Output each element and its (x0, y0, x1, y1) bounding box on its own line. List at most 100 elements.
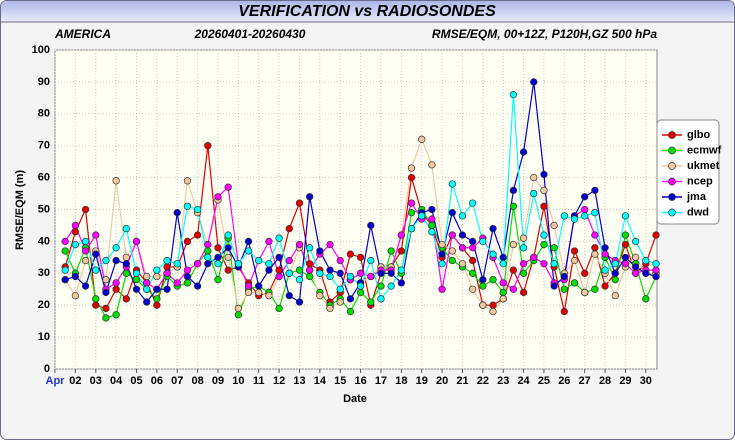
data-point (591, 244, 599, 252)
data-point (316, 291, 324, 300)
data-point (306, 266, 314, 274)
data-point (570, 215, 579, 223)
data-point (540, 186, 548, 195)
data-point (468, 285, 477, 293)
data-point (479, 276, 487, 284)
data-point (306, 244, 314, 252)
data-point (61, 266, 69, 274)
y-tick-label: 30 (38, 267, 50, 279)
data-point (224, 244, 232, 252)
y-tick-label: 100 (32, 44, 50, 56)
data-point (407, 199, 416, 207)
x-tick-label: 19 (416, 375, 428, 387)
data-point (143, 279, 151, 287)
data-point (509, 285, 518, 293)
data-point (377, 295, 385, 303)
data-point (479, 301, 487, 309)
data-point (112, 311, 120, 319)
data-point (438, 260, 446, 268)
data-point (540, 260, 548, 268)
data-point (346, 295, 355, 303)
data-point (224, 253, 232, 262)
y-tick-label: 40 (38, 235, 50, 247)
data-point (265, 266, 273, 274)
data-point (275, 234, 283, 242)
data-point (611, 276, 619, 284)
data-point (183, 237, 192, 246)
data-point (377, 269, 385, 277)
y-tick-label: 0 (44, 363, 50, 375)
data-point (621, 212, 630, 220)
data-point (631, 263, 640, 271)
data-point (244, 247, 253, 255)
data-point (153, 266, 161, 274)
data-point (499, 253, 507, 262)
data-point (479, 282, 487, 290)
data-point (295, 266, 304, 274)
x-tick-label: 26 (558, 375, 570, 387)
data-point (204, 240, 212, 249)
legend-label: dwd (687, 206, 709, 218)
data-point (550, 260, 558, 268)
data-point (489, 276, 497, 284)
x-tick-label: Apr (46, 375, 66, 387)
data-point (418, 135, 426, 143)
data-point (71, 221, 80, 230)
data-point (540, 231, 548, 239)
data-point (407, 164, 416, 172)
data-point (591, 285, 599, 293)
legend-marker (668, 146, 676, 155)
data-point (356, 253, 365, 262)
y-tick-label: 80 (38, 108, 50, 120)
data-point (163, 263, 171, 271)
data-point (204, 253, 212, 262)
x-tick-label: 09 (212, 375, 224, 387)
legend-marker (668, 208, 676, 217)
data-point (642, 295, 650, 303)
data-point (112, 256, 120, 265)
data-point (611, 291, 619, 300)
data-point (560, 307, 568, 316)
y-tick-label: 70 (38, 140, 50, 152)
data-point (621, 260, 630, 268)
data-point (367, 256, 375, 265)
data-point (489, 307, 497, 316)
data-point (255, 256, 263, 265)
data-point (295, 199, 304, 207)
data-point (621, 253, 630, 262)
x-axis-label: Date (343, 393, 367, 405)
data-point (112, 285, 120, 293)
data-point (336, 285, 344, 293)
x-tick-label: 20 (436, 375, 448, 387)
data-point (306, 272, 314, 281)
data-point (448, 231, 456, 239)
data-point (581, 288, 589, 297)
data-point (652, 272, 660, 281)
legend-label: jma (686, 191, 707, 203)
data-point (428, 161, 436, 169)
x-tick-label: 24 (517, 375, 530, 387)
data-point (468, 269, 477, 277)
data-point (244, 237, 253, 246)
data-point (275, 272, 283, 281)
data-point (153, 295, 161, 303)
data-point (81, 237, 90, 246)
data-point (591, 231, 599, 239)
data-point (642, 269, 650, 277)
data-point (326, 240, 334, 249)
data-point (193, 231, 202, 239)
data-point (550, 282, 558, 290)
data-point (265, 237, 273, 246)
y-tick-label: 90 (38, 76, 50, 88)
data-point (71, 228, 80, 236)
data-point (183, 266, 192, 274)
data-point (81, 256, 90, 265)
data-point (173, 209, 181, 217)
data-point (102, 288, 110, 297)
data-point (397, 247, 405, 255)
data-point (540, 170, 548, 179)
data-point (183, 202, 192, 210)
data-point (601, 250, 609, 258)
data-point (387, 269, 395, 277)
